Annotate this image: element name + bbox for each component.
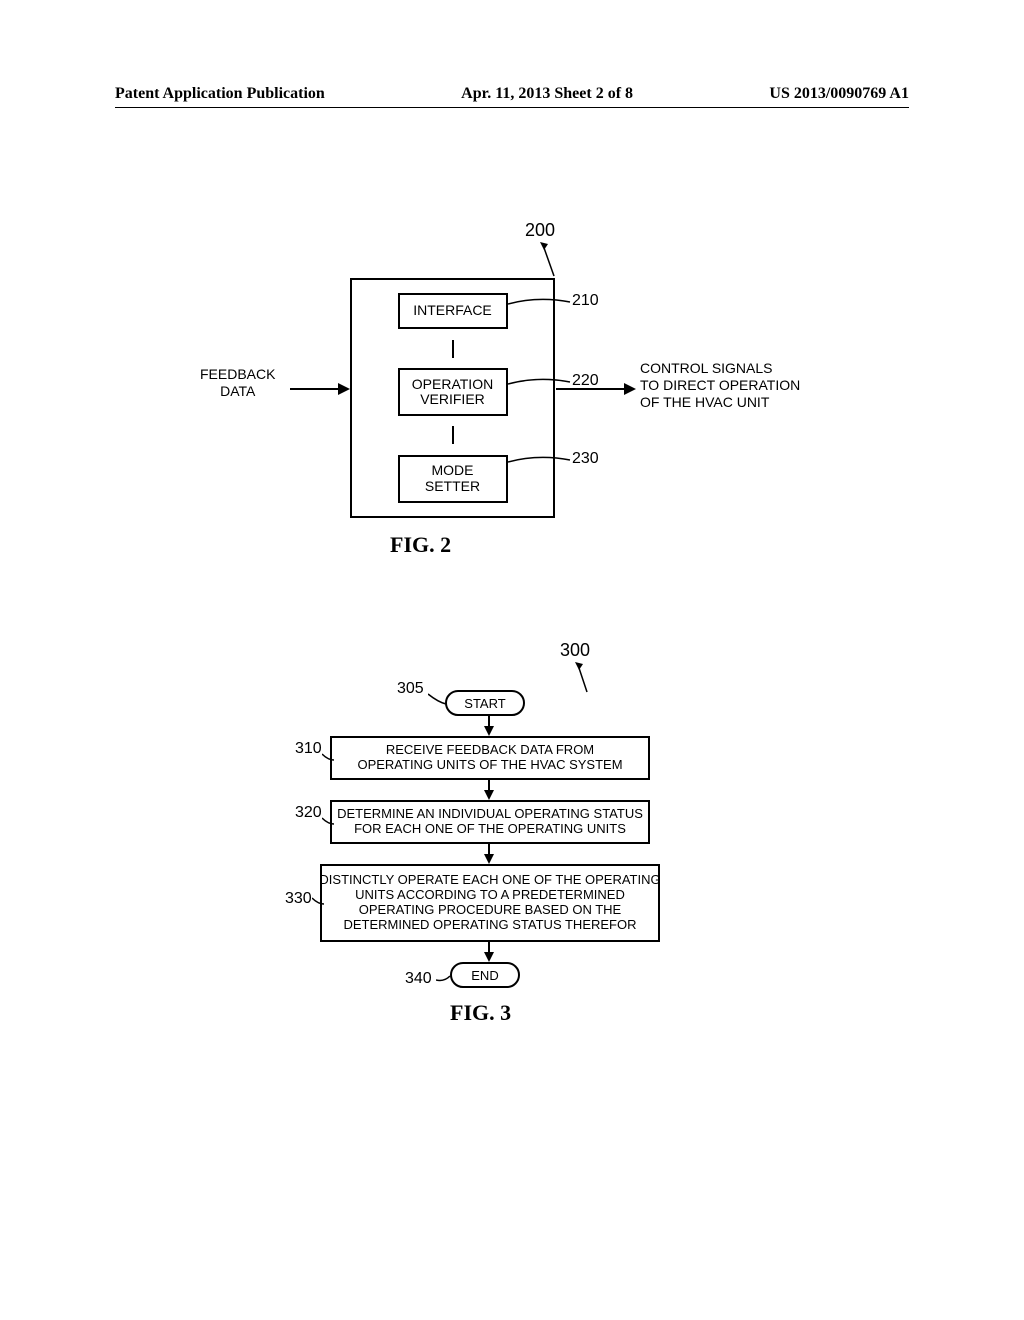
ref-330: 330 [285,890,312,908]
ref-340: 340 [405,970,432,988]
header-middle: Apr. 11, 2013 Sheet 2 of 8 [461,85,633,103]
fig3-reference-number: 300 [560,640,590,661]
ref-310: 310 [295,740,322,758]
ref-leader-330-icon [312,894,326,908]
arrow-305-310-icon [484,726,494,736]
operation-verifier-label: OPERATION VERIFIER [412,377,493,408]
arrow-head-in-icon [338,383,350,395]
header-left: Patent Application Publication [115,85,325,103]
ref-leader-230-icon [508,456,578,468]
operation-verifier-box: OPERATION VERIFIER [398,368,508,416]
feedback-data-label: FEEDBACK DATA [200,366,275,400]
ref-leader-320-icon [322,814,336,826]
ref-320: 320 [295,804,322,822]
mode-setter-box: MODE SETTER [398,455,508,503]
step-310: RECEIVE FEEDBACK DATA FROM OPERATING UNI… [330,736,650,780]
ref-230: 230 [572,450,599,468]
arrow-330-340-icon [484,952,494,962]
step-330: DISTINCTLY OPERATE EACH ONE OF THE OPERA… [320,864,660,942]
interface-box: INTERFACE [398,293,508,329]
arrow-320-330-icon [484,854,494,864]
arrow-line-out [556,388,626,390]
ref-leader-310-icon [322,750,336,762]
fig2-ref-leader-icon [540,242,560,282]
fig2-caption: FIG. 2 [390,532,451,558]
connector-210-220 [452,340,454,358]
header-right: US 2013/0090769 A1 [769,85,909,103]
end-label: END [471,968,498,983]
end-terminator: END [450,962,520,988]
fig3-caption: FIG. 3 [450,1000,511,1026]
ref-305: 305 [397,680,424,698]
control-signals-label: CONTROL SIGNALS TO DIRECT OPERATION OF T… [640,360,800,410]
connector-220-230 [452,426,454,444]
page-header: Patent Application Publication Apr. 11, … [115,85,909,108]
step-330-label: DISTINCTLY OPERATE EACH ONE OF THE OPERA… [319,873,660,933]
ref-leader-305-icon [428,690,448,706]
step-320: DETERMINE AN INDIVIDUAL OPERATING STATUS… [330,800,650,844]
arrow-head-out-icon [624,383,636,395]
mode-setter-label: MODE SETTER [425,463,480,494]
step-320-label: DETERMINE AN INDIVIDUAL OPERATING STATUS… [337,807,643,837]
ref-leader-340-icon [436,972,452,986]
arrow-310-320-icon [484,790,494,800]
fig3-ref-leader-icon [575,662,595,698]
controller-box: INTERFACE OPERATION VERIFIER MODE SETTER [350,278,555,518]
interface-label: INTERFACE [413,303,492,318]
arrow-line-in [290,388,340,390]
fig2-reference-number: 200 [525,220,555,241]
ref-leader-210-icon [508,298,578,310]
step-310-label: RECEIVE FEEDBACK DATA FROM OPERATING UNI… [357,743,622,773]
start-label: START [464,696,505,711]
start-terminator: START [445,690,525,716]
ref-210: 210 [572,292,599,310]
